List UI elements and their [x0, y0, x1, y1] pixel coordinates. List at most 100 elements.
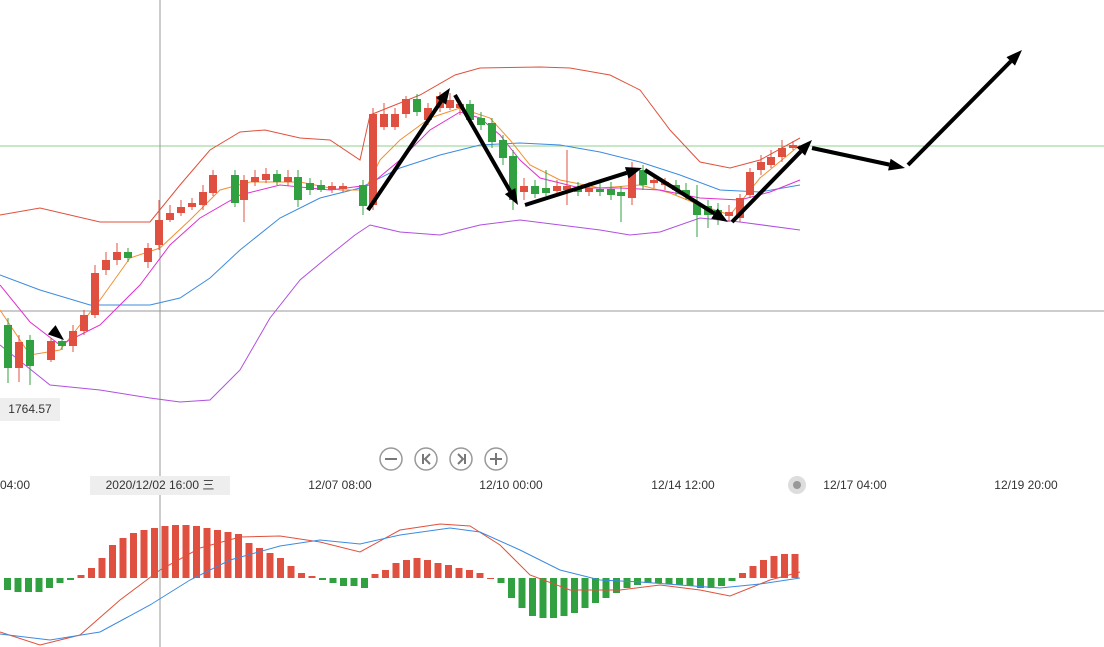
macd-bar — [791, 554, 799, 578]
macd-bar — [539, 578, 547, 618]
macd-bar — [760, 560, 767, 578]
macd-bar — [224, 532, 232, 578]
candle-body — [144, 248, 152, 262]
candle-body — [209, 175, 217, 193]
macd-bar — [193, 526, 200, 578]
macd-bar — [182, 525, 190, 578]
candle-body — [736, 198, 744, 218]
candle-body — [199, 192, 207, 205]
zoom-button[interactable] — [449, 447, 473, 471]
macd-bar — [287, 566, 295, 578]
time-label: 12/19 20:00 — [994, 478, 1058, 492]
macd-bar — [361, 578, 368, 588]
candle-body — [693, 203, 701, 215]
candle-body — [391, 114, 399, 127]
dif-line — [0, 523, 801, 646]
macd-bar — [77, 575, 85, 578]
macd-bar — [487, 578, 494, 579]
candle-body — [477, 118, 485, 125]
macd-bar — [581, 578, 589, 608]
candle-body — [284, 177, 292, 182]
trend-arrow — [730, 150, 803, 224]
candle-body — [380, 114, 388, 127]
candle-body — [682, 190, 690, 195]
candle-body — [531, 186, 539, 194]
arrow-head — [888, 158, 905, 171]
macd-bar — [98, 558, 106, 578]
candle-body — [231, 175, 239, 203]
trend-arrow — [811, 146, 890, 167]
trend-arrow — [524, 170, 628, 207]
macd-bar — [623, 578, 631, 588]
candle-body — [617, 192, 625, 196]
candle-body — [69, 331, 77, 346]
candle-body — [520, 186, 528, 192]
macd-bar — [382, 570, 389, 578]
macd-bar — [277, 558, 284, 578]
macd-bar — [130, 533, 137, 578]
time-tag — [90, 476, 230, 495]
ma-long — [0, 111, 801, 346]
candle-body — [542, 188, 550, 193]
macd-bar — [739, 573, 746, 578]
macd-bar — [350, 578, 358, 586]
macd-bar — [655, 578, 662, 583]
candle-body — [306, 183, 314, 190]
candle-body — [4, 325, 12, 368]
time-label: 12/17 04:00 — [823, 478, 887, 492]
macd-bar — [424, 560, 431, 578]
macd-bar — [119, 538, 127, 578]
macd-bar — [140, 530, 148, 578]
candle-body — [628, 168, 636, 198]
dea-line — [0, 527, 801, 641]
candle-body — [26, 340, 34, 366]
macd-bar — [697, 578, 704, 588]
macd-bar — [445, 565, 452, 578]
arrow-head — [711, 208, 728, 222]
price-label: 1764.57 — [8, 402, 52, 416]
candle-body — [177, 207, 185, 213]
macd-bar — [298, 573, 305, 578]
boll-lower — [0, 217, 801, 403]
boll-upper — [0, 66, 801, 223]
macd-bar — [644, 578, 652, 583]
arrow-head — [624, 167, 642, 179]
macd-bar — [728, 578, 736, 581]
macd-bar — [707, 578, 715, 588]
candle-body — [639, 170, 647, 185]
macd-bar — [35, 578, 43, 592]
scroll-dot — [793, 481, 801, 489]
candle-body — [91, 273, 99, 315]
candle-body — [725, 212, 733, 216]
macd-bar — [340, 578, 347, 586]
macd-bar — [203, 528, 211, 578]
candle-body — [369, 114, 377, 205]
arrow-head — [436, 88, 450, 105]
candle-body — [359, 185, 367, 206]
candle-body — [317, 185, 325, 190]
macd-bar — [455, 568, 463, 578]
candle-body — [488, 123, 496, 142]
macd-bar — [329, 578, 337, 583]
macd-bar — [560, 578, 568, 616]
macd-bar — [56, 578, 64, 583]
candle-body — [402, 99, 410, 114]
macd-bar — [613, 578, 620, 593]
macd-bar — [371, 574, 379, 578]
macd-bar — [602, 578, 610, 598]
candle-body — [746, 172, 754, 195]
macd-bar — [508, 578, 515, 598]
macd-bar — [151, 528, 158, 578]
candle-body — [563, 186, 571, 190]
candle-body — [553, 186, 561, 191]
candle-body — [466, 104, 474, 120]
macd-bar — [476, 573, 484, 578]
price-tag — [0, 398, 60, 421]
macd-bar — [770, 556, 778, 578]
macd-bar — [67, 578, 74, 580]
macd-bar — [14, 578, 22, 592]
trend-arrow — [453, 94, 512, 193]
macd-bar — [718, 578, 725, 586]
macd-bar — [434, 563, 442, 578]
